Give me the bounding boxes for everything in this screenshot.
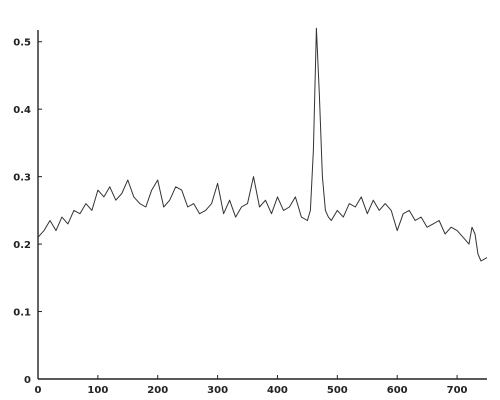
- x-tick-label: 600: [387, 385, 408, 396]
- x-tick-label: 0: [35, 385, 42, 396]
- chart-plot-area: [37, 27, 488, 262]
- y-tick-label: 0.4: [13, 105, 31, 116]
- y-tick-label: 0: [24, 375, 31, 386]
- y-tick-label: 0.3: [13, 173, 31, 184]
- x-tick-label: 200: [147, 385, 168, 396]
- chart-axes: [37, 30, 487, 380]
- y-tick-label: 0.2: [13, 240, 31, 251]
- chart-ticks: 0 100 200 300 400 500 600 700 0 0.1 0.2 0.3 0.4 0.5: [13, 38, 467, 396]
- x-tick-label: 300: [207, 385, 228, 396]
- y-tick-label: 0.1: [13, 308, 31, 319]
- x-tick-label: 400: [267, 385, 288, 396]
- x-tick-label: 700: [447, 385, 468, 396]
- x-tick-label: 500: [327, 385, 348, 396]
- y-tick-label: 0.5: [13, 38, 31, 49]
- x-tick-label: 100: [87, 385, 108, 396]
- series-line-0: [37, 27, 488, 262]
